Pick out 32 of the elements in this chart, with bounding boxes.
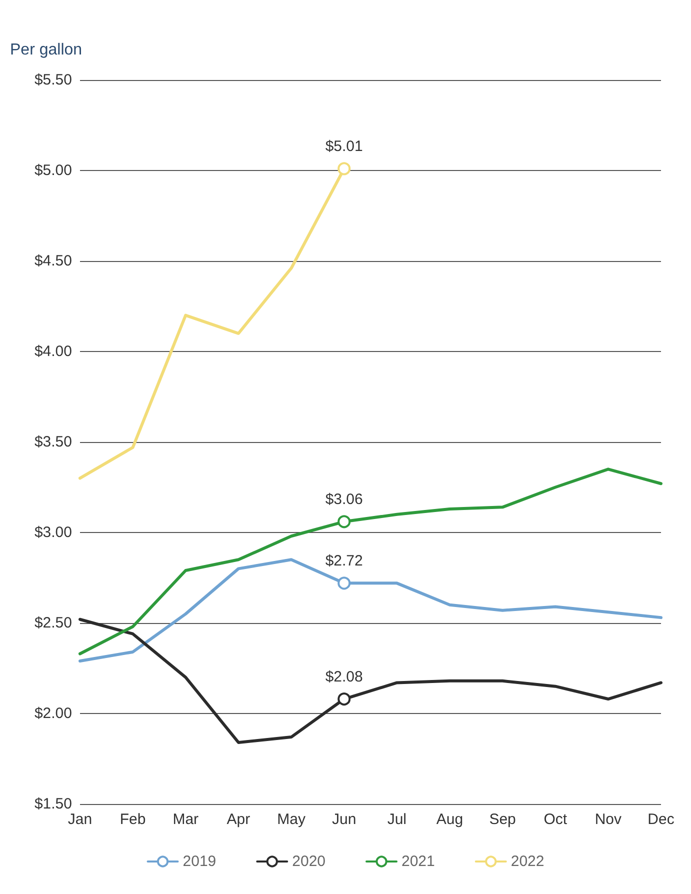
y-tick-label: $2.50 [34,614,72,632]
legend-label: 2019 [182,853,216,870]
data-label: $5.01 [325,138,363,156]
x-tick-label: May [277,811,306,828]
x-tick-label: Jan [68,811,92,828]
legend-label: 2021 [402,853,435,870]
y-axis-title: Per gallon [10,42,82,58]
x-tick-label: Oct [544,811,568,828]
y-tick-label: $5.00 [34,162,72,179]
legend-label: 2022 [510,853,544,870]
data-label: $3.06 [325,491,363,508]
data-label: $2.72 [325,552,363,570]
data-label: $2.08 [325,668,363,686]
x-tick-label: Jun [332,811,356,828]
x-tick-label: Jul [387,811,407,828]
x-tick-label: Feb [120,811,146,828]
legend-label: 2020 [292,853,326,870]
x-tick-label: Apr [226,811,250,828]
y-tick-label: $4.50 [34,252,72,270]
line-series [78,468,662,656]
x-tick-label: Nov [594,811,622,828]
y-tick-label: $1.50 [34,796,72,812]
y-tick-label: $3.50 [34,434,72,450]
y-tick-label: $4.00 [34,343,72,360]
line-series [78,618,662,744]
y-tick-label: $5.50 [34,72,72,88]
y-tick-label: $2.00 [34,705,72,722]
x-tick-label: Dec [648,811,675,828]
y-tick-label: $3.00 [34,524,72,541]
x-tick-label: Mar [172,811,199,828]
x-tick-label: Aug [436,811,464,828]
x-tick-label: Sep [489,811,516,828]
